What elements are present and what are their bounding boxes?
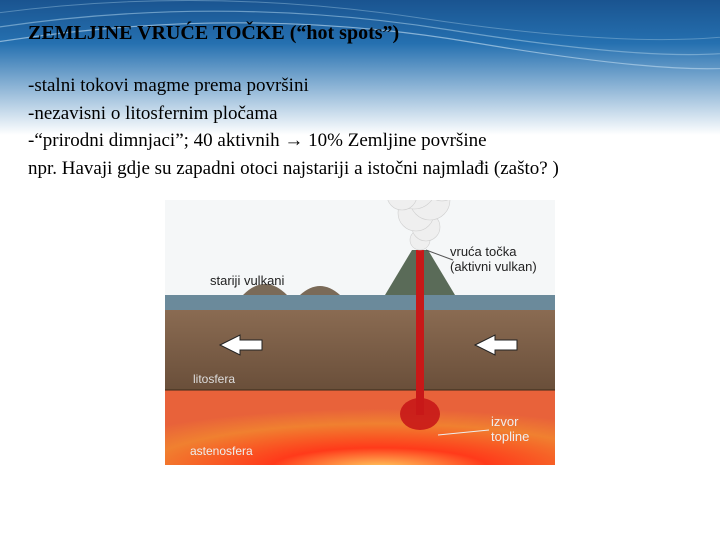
label-stariji-vulkani: stariji vulkani: [210, 273, 284, 288]
bullet-item: -“prirodni dimnjaci”; 40 aktivnih → 10% …: [28, 128, 692, 154]
bullet-item: -nezavisni o litosfernim pločama: [28, 101, 692, 127]
hotspot-diagram: stariji vulkani vruća točka (aktivni vul…: [165, 200, 555, 465]
label-vruca-tocka: vruća točka (aktivni vulkan): [450, 245, 537, 275]
bullet-item: -stalni tokovi magme prema površini: [28, 73, 692, 99]
bullet-item: npr. Havaji gdje su zapadni otoci najsta…: [28, 156, 692, 182]
bullet-list: -stalni tokovi magme prema površini -nez…: [28, 73, 692, 182]
label-izvor-topline: izvor topline: [491, 415, 529, 445]
label-astenosfera: astenosfera: [190, 444, 253, 458]
slide-title: ZEMLJINE VRUĆE TOČKE (“hot spots”): [28, 22, 692, 45]
label-litosfera: litosfera: [193, 372, 235, 386]
slide-content: ZEMLJINE VRUĆE TOČKE (“hot spots”) -stal…: [0, 0, 720, 465]
